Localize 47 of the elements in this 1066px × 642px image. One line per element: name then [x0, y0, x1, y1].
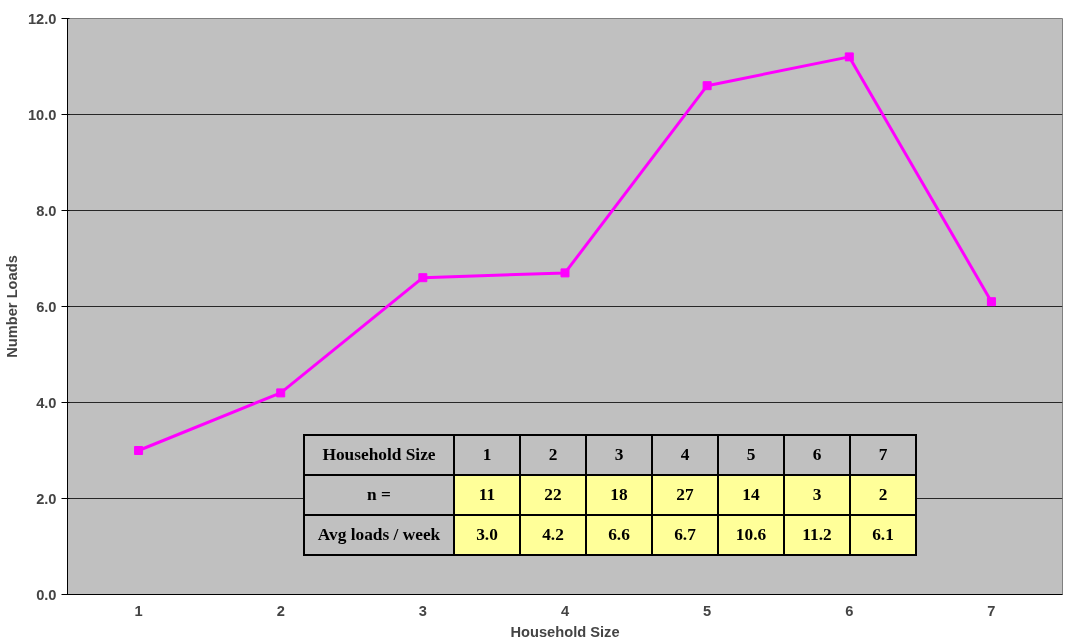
annotation: 7 — [850, 435, 916, 475]
annotation: 27 — [652, 475, 718, 515]
annotation: 11.2 — [784, 515, 850, 555]
annotation: 3 — [784, 475, 850, 515]
x-tick-label: 1 — [134, 602, 143, 619]
point — [702, 81, 712, 91]
annotation: 3 — [586, 435, 652, 475]
annotation: n = — [304, 475, 454, 515]
x-axis-title: Household Size — [510, 623, 620, 640]
y-tick-label: 10.0 — [27, 106, 57, 123]
annotation: 1 — [454, 435, 520, 475]
annotation: 4 — [652, 435, 718, 475]
y-tick-label: 6.0 — [36, 298, 57, 315]
y-tick-label: 0.0 — [36, 586, 57, 603]
point — [418, 273, 428, 283]
annotation: 22 — [520, 475, 586, 515]
x-tick-label: 6 — [845, 602, 854, 619]
annotation: 6.6 — [586, 515, 652, 555]
point — [560, 268, 570, 278]
y-tick-label: 12.0 — [27, 10, 57, 27]
annotation: 6.7 — [652, 515, 718, 555]
annotation: 6.1 — [850, 515, 916, 555]
annotation: 14 — [718, 475, 784, 515]
x-tick-label: 3 — [418, 602, 427, 619]
point — [276, 388, 286, 398]
x-tick-label: 7 — [987, 602, 996, 619]
y-axis-title: Number Loads — [3, 255, 20, 358]
x-tick-label: 2 — [276, 602, 285, 619]
x-tick-label: 5 — [703, 602, 712, 619]
x-tick-label: 4 — [560, 602, 570, 619]
point — [844, 52, 854, 62]
annotation: 4.2 — [520, 515, 586, 555]
point — [986, 297, 996, 307]
y-tick-label: 8.0 — [36, 202, 57, 219]
y-tick-label: 2.0 — [36, 490, 57, 507]
annotation: 10.6 — [718, 515, 784, 555]
annotation: 11 — [454, 475, 520, 515]
annotation: 5 — [718, 435, 784, 475]
annotation: 3.0 — [454, 515, 520, 555]
annotation: Avg loads / week — [304, 515, 454, 555]
annotation: 2 — [520, 435, 586, 475]
annotation: 2 — [850, 475, 916, 515]
y-tick-label: 4.0 — [36, 394, 57, 411]
annotation: 6 — [784, 435, 850, 475]
annotation: Household Size — [304, 435, 454, 475]
point — [134, 446, 144, 455]
annotation: 18 — [586, 475, 652, 515]
